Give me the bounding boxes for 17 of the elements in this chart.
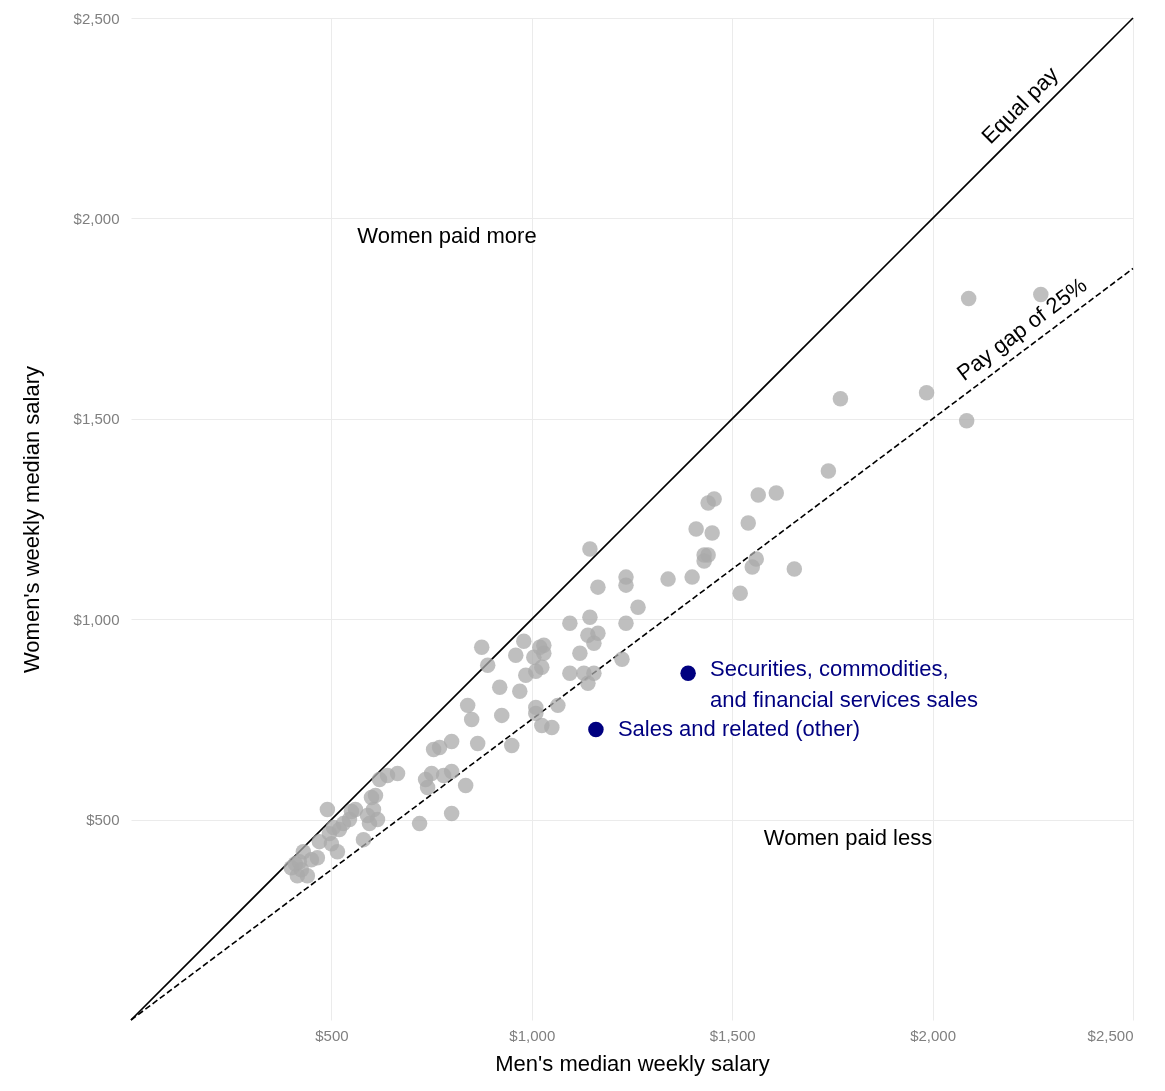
annotation: Sales and related (other)	[617, 716, 861, 742]
text: Pay gap of 25%	[952, 272, 1092, 386]
annotation: Securities, commodities, and financial services sales	[710, 656, 978, 713]
y-tick-label: $1,500	[73, 410, 120, 428]
annotation: Women paid less	[763, 825, 933, 850]
y-tick-label: $2,500	[73, 9, 120, 27]
annotation: Women paid more	[357, 223, 537, 248]
x-tick-label: $2,000	[910, 1026, 957, 1044]
x-tick-label: $500	[315, 1026, 349, 1044]
x-axis-title: Men's median weekly salary	[495, 1050, 770, 1076]
y-tick-label: $2,000	[73, 209, 120, 227]
x-tick-label: $2,500	[1087, 1026, 1134, 1044]
y-tick-label: $500	[86, 811, 120, 829]
x-tick-label: $1,000	[509, 1026, 556, 1044]
x-tick-label: $1,500	[709, 1026, 756, 1044]
y-tick-label: $1,000	[73, 610, 120, 628]
y-axis-title: Women's weekly median salary	[18, 365, 44, 674]
